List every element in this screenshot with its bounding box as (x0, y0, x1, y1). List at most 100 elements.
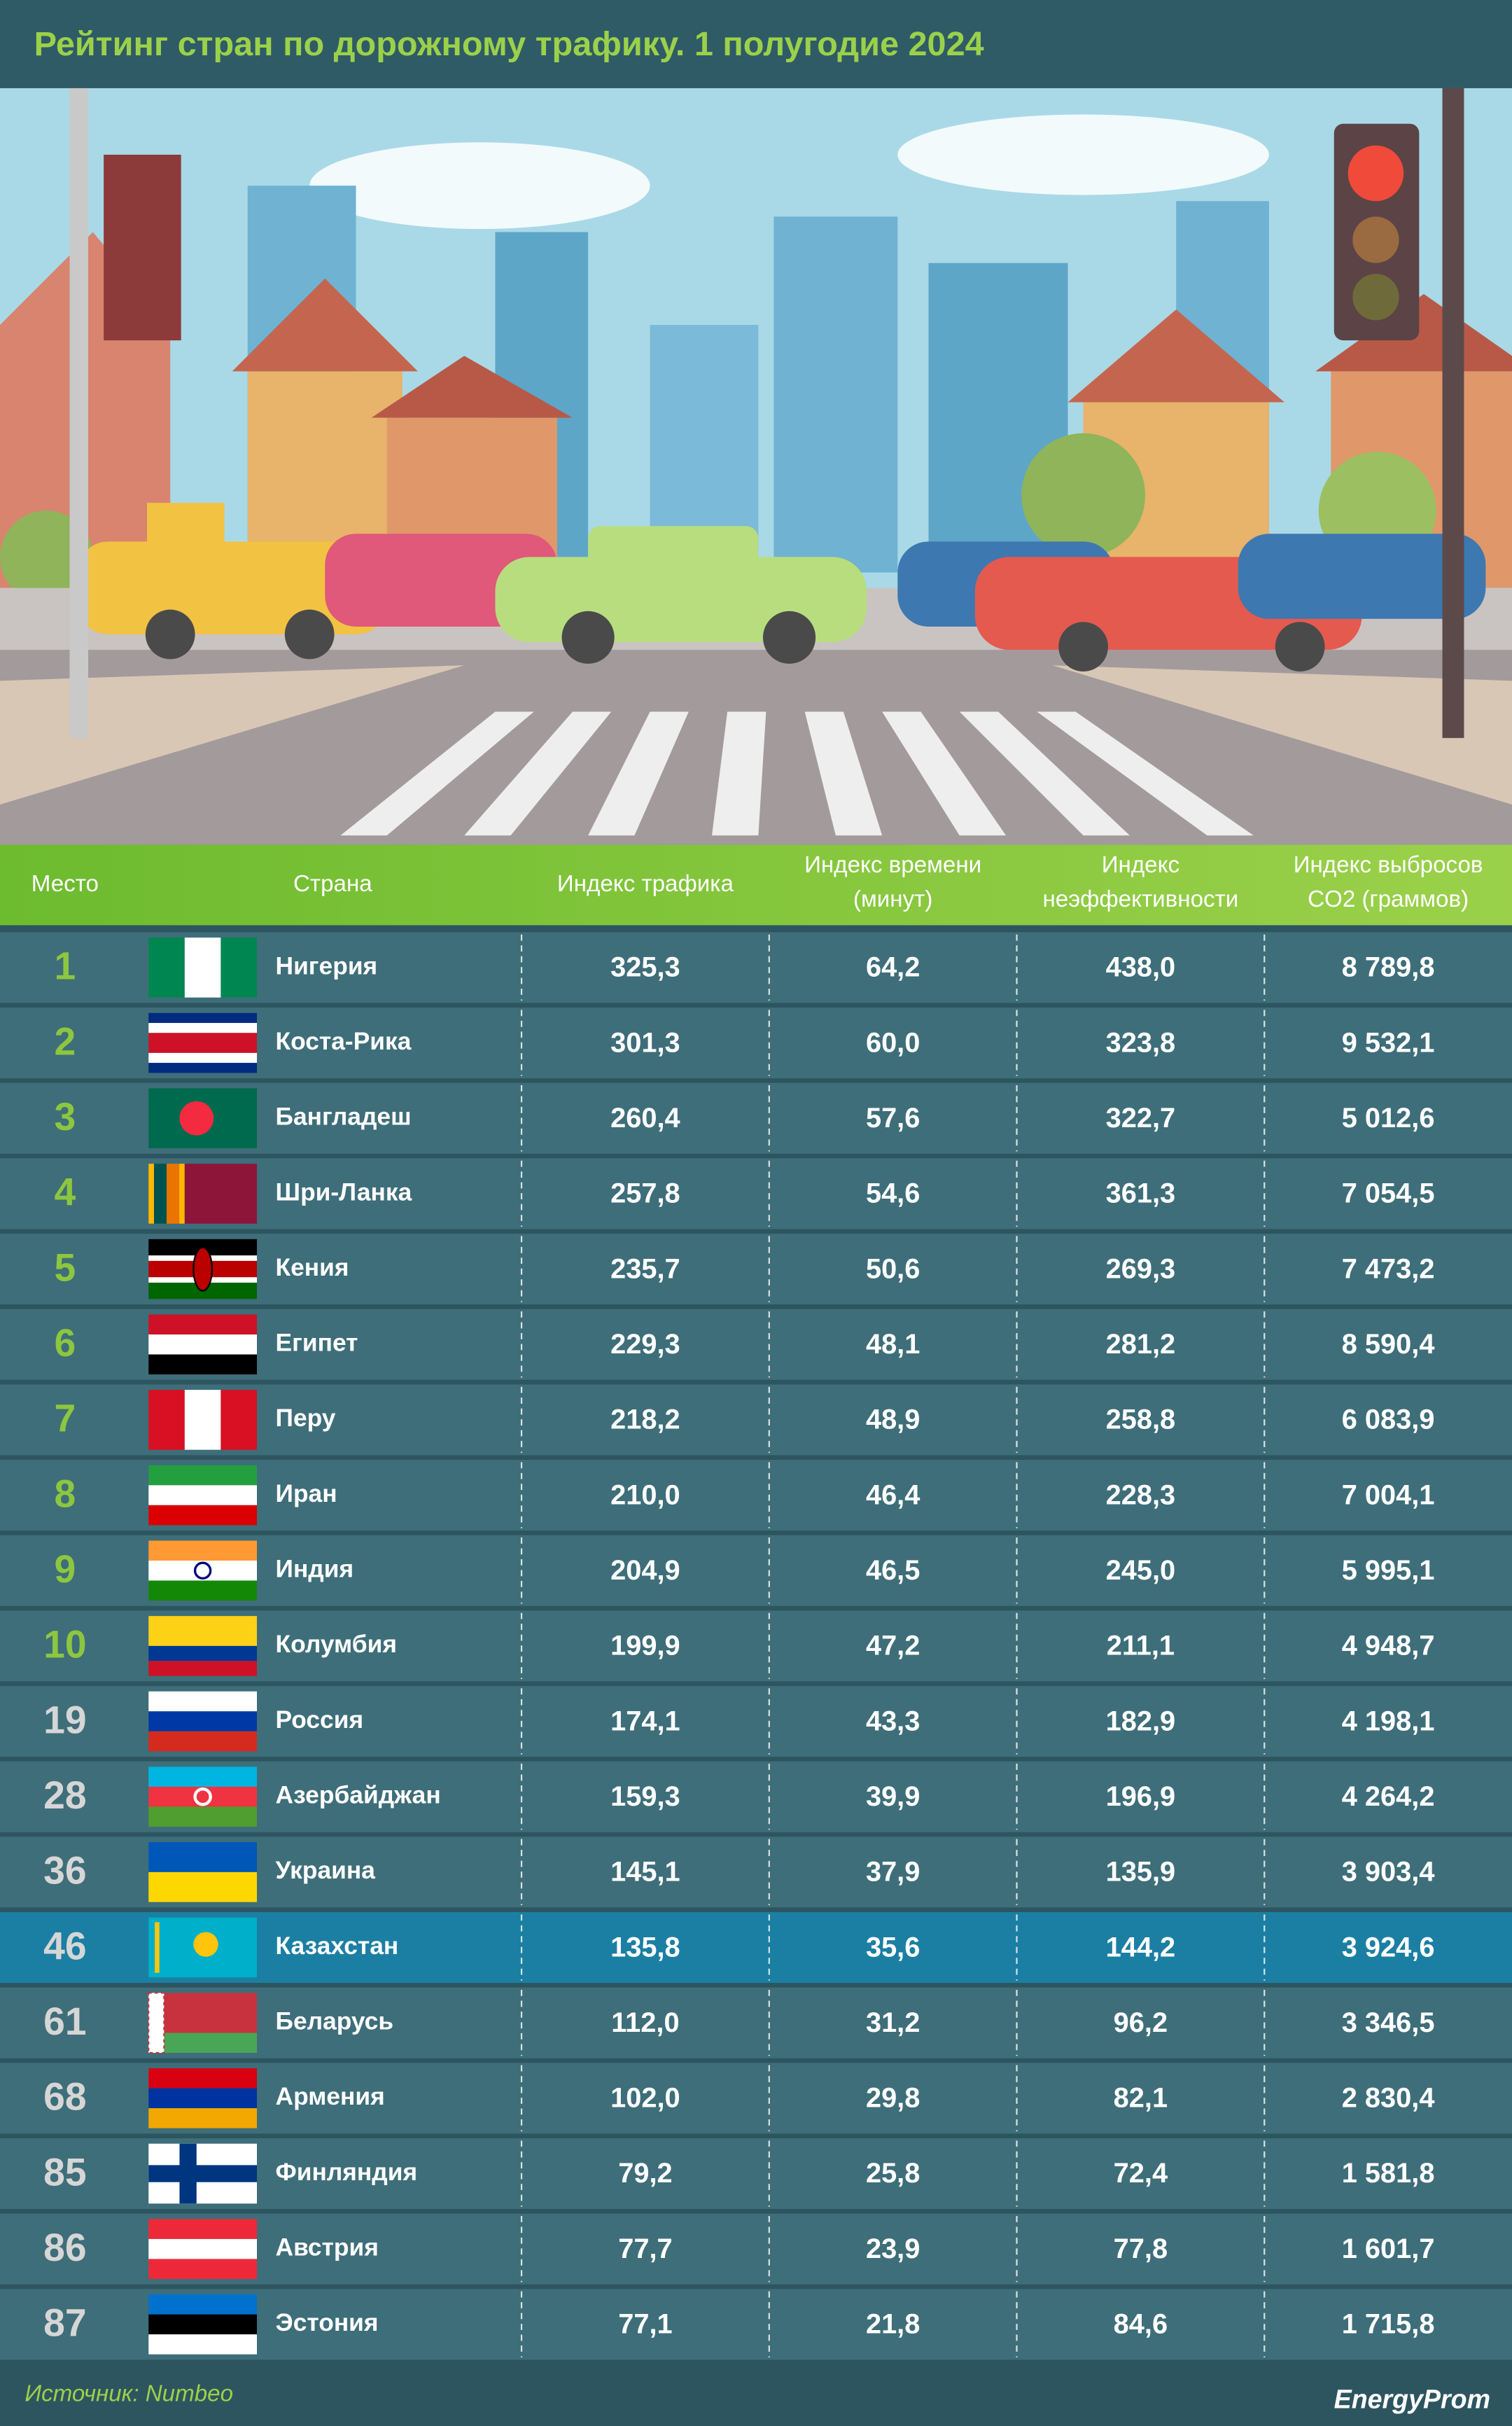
flag-stripe (184, 937, 221, 998)
rank: 85 (43, 2150, 86, 2194)
rank: 7 (54, 1397, 76, 1440)
flag-emblem (179, 1101, 214, 1136)
cell-value: 84,6 (1114, 2309, 1168, 2340)
column-header: Место (31, 871, 99, 897)
country: Шри-Ланка (276, 1178, 412, 1206)
flag-stripe (148, 1580, 258, 1601)
cell-value: 361,3 (1106, 1178, 1176, 1209)
cell-value: 5 012,6 (1342, 1103, 1435, 1134)
cell-value: 21,8 (866, 2309, 920, 2340)
cell-value: 82,1 (1114, 2083, 1168, 2114)
cell-value: 1 581,8 (1342, 2158, 1435, 2189)
flag-stripe (148, 2088, 258, 2109)
cell-value: 323,8 (1106, 1027, 1176, 1058)
flag-stripe (148, 1540, 258, 1561)
flag-stripe (148, 937, 185, 998)
cell-value: 210,0 (610, 1479, 680, 1510)
cell-value: 229,3 (610, 1329, 680, 1360)
rank: 28 (43, 1773, 86, 1817)
flag-stripe (148, 1616, 258, 1646)
flag-stripe (148, 1731, 258, 1752)
cell-value: 46,5 (866, 1555, 920, 1586)
cell-value: 50,6 (866, 1253, 920, 1284)
column-header: Страна (293, 871, 372, 897)
cell-value: 135,8 (610, 1932, 680, 1963)
cell-value: 7 054,5 (1342, 1178, 1435, 1209)
flag-stripe (148, 2334, 258, 2355)
cell-value: 257,8 (610, 1178, 680, 1209)
cell-value: 6 083,9 (1342, 1404, 1435, 1435)
cell-value: 37,9 (866, 1857, 920, 1888)
cell-value: 8 789,8 (1342, 952, 1435, 983)
country: Бангладеш (276, 1103, 412, 1131)
flag-emblem (155, 1922, 160, 1973)
flag-stripe (148, 1033, 258, 1053)
cell-value: 4 264,2 (1342, 1781, 1435, 1812)
cell-value: 199,9 (610, 1631, 680, 1661)
flag-stripe (148, 1334, 258, 1355)
flag-stripe (148, 1806, 258, 1827)
cell-value: 7 473,2 (1342, 1253, 1435, 1284)
rank: 10 (43, 1623, 86, 1666)
rank: 5 (54, 1246, 76, 1289)
cell-value: 5 995,1 (1342, 1555, 1435, 1586)
cell-value: 211,1 (1107, 1631, 1175, 1661)
table-header (0, 844, 1512, 926)
cell-value: 258,8 (1106, 1404, 1176, 1435)
cell-value: 102,0 (610, 2083, 680, 2114)
flag-stripe (148, 1063, 258, 1073)
rank: 6 (54, 1321, 76, 1365)
country: Азербайджан (276, 1782, 441, 1809)
cell-value: 96,2 (1114, 2007, 1168, 2038)
cell-value: 301,3 (610, 1027, 680, 1058)
flag-stripe (148, 1314, 258, 1334)
cell-value: 25,8 (866, 2158, 920, 2189)
flag-stripe (148, 1505, 258, 1526)
flag-stripe (220, 1390, 258, 1450)
country: Финляндия (276, 2159, 418, 2186)
country: Египет (276, 1330, 358, 1357)
rank: 2 (54, 1019, 76, 1063)
flag-stripe (148, 1354, 258, 1375)
cell-value: 228,3 (1106, 1479, 1176, 1510)
column-header: Индекс (1102, 852, 1180, 878)
cell-value: 4 198,1 (1342, 1706, 1435, 1736)
country: Иран (276, 1480, 337, 1507)
flag-emblem (193, 1787, 212, 1806)
title-bar (0, 0, 1512, 88)
cell-value: 182,9 (1106, 1706, 1176, 1736)
flag-stripe (148, 2068, 258, 2089)
flag-stripe (148, 1842, 258, 1872)
rank: 19 (43, 1698, 86, 1741)
cell-value: 135,9 (1106, 1857, 1176, 1888)
column-header: Индекс времени (804, 852, 981, 878)
flag-stripe (220, 937, 258, 998)
country: Эстония (276, 2309, 379, 2336)
flag-stripe (148, 1052, 258, 1064)
flag-stripe (179, 1164, 185, 1224)
flag-stripe (148, 2108, 258, 2128)
flag-stripe (148, 2238, 258, 2259)
country: Кения (276, 1254, 349, 1281)
cell-value: 60,0 (866, 1027, 920, 1058)
flag-emblem (193, 1561, 212, 1580)
flag-stripe (167, 1164, 180, 1224)
flag-stripe (148, 1766, 258, 1787)
cell-value: 1 601,7 (1342, 2233, 1435, 2264)
country: Перу (276, 1404, 336, 1432)
cell-value: 9 532,1 (1342, 1027, 1435, 1058)
flag-stripe (148, 1164, 154, 1224)
flag-emblem (148, 1992, 165, 2054)
country: Россия (276, 1706, 364, 1734)
title: Рейтинг стран по дорожному трафику. 1 по… (34, 25, 984, 63)
flag-stripe (148, 2033, 258, 2053)
country: Нигерия (276, 952, 378, 980)
flag-stripe (148, 1661, 258, 1676)
flag-stripe (148, 1645, 258, 1661)
table-body: 1 Нигерия 325,3 64,2 438,0 8 789,8 2 Коста-Рика… (0, 932, 1512, 2360)
cell-value: 196,9 (1106, 1781, 1176, 1812)
flag-stripe (148, 1390, 185, 1450)
rank: 46 (43, 1924, 86, 1967)
rank: 36 (43, 1849, 86, 1892)
